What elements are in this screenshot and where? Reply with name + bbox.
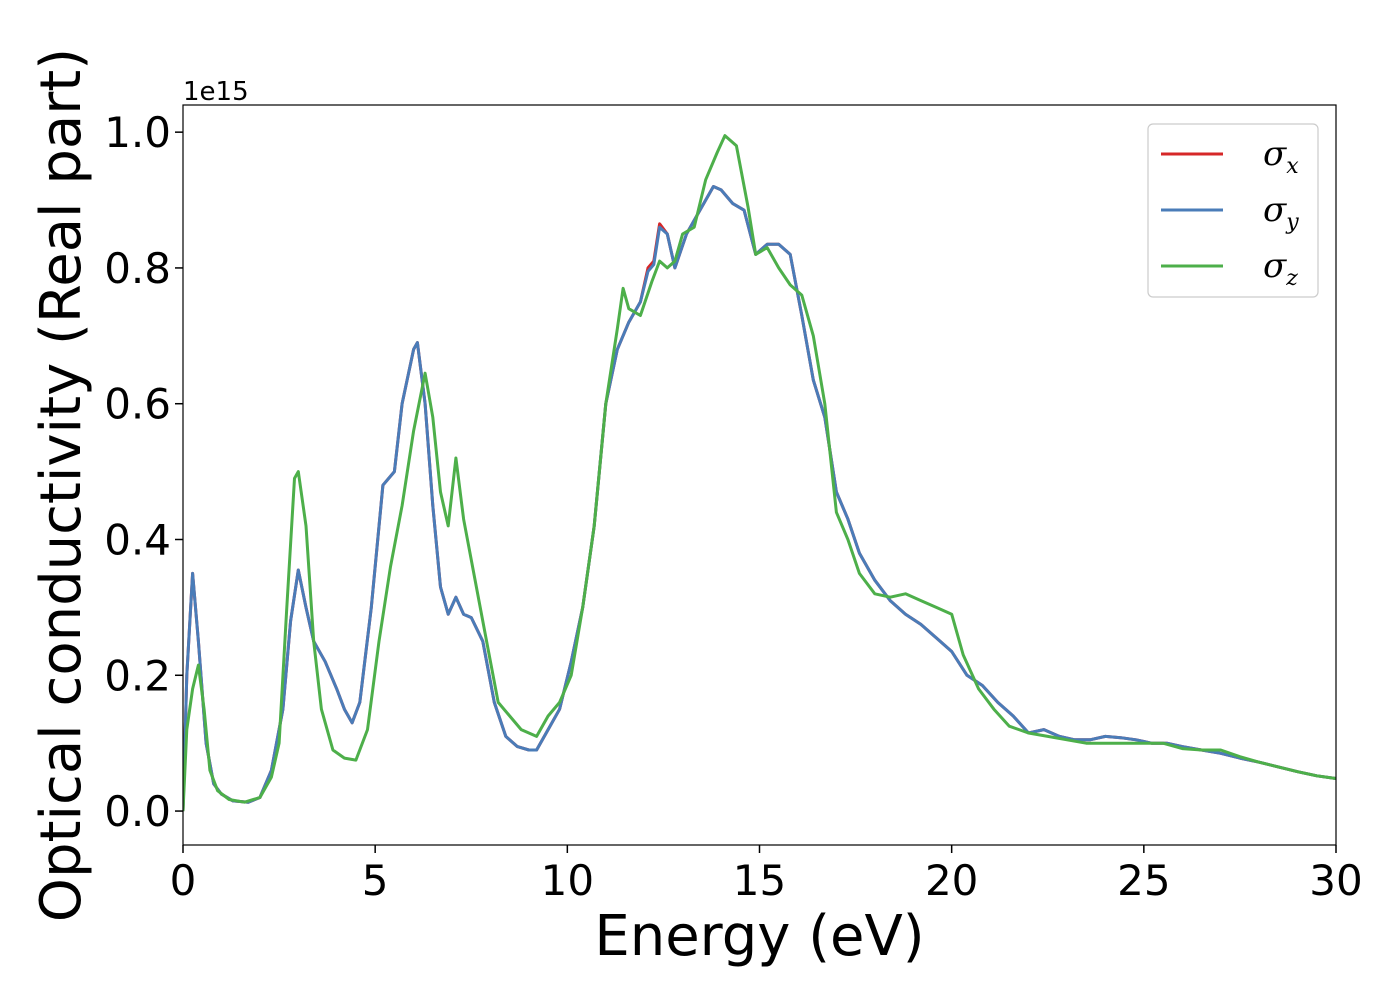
- y-axis: 0.0 0.2 0.4 0.6 0.8 1.0: [104, 108, 183, 836]
- series-line-z: [183, 134, 1336, 812]
- y-tick-label: 0.4: [104, 515, 171, 564]
- y-tick-label: 0.6: [104, 380, 171, 429]
- x-tick-label: 5: [362, 856, 389, 905]
- x-tick-label: 30: [1309, 856, 1362, 905]
- y-tick-label: 0.2: [104, 651, 171, 700]
- y-tick-label: 0.0: [104, 787, 171, 836]
- x-tick-label: 20: [925, 856, 978, 905]
- x-axis-title: Energy (eV): [594, 904, 924, 969]
- y-tick-label: 0.8: [104, 244, 171, 293]
- x-tick-label: 25: [1117, 856, 1170, 905]
- x-tick-label: 0: [170, 856, 197, 905]
- x-tick-label: 10: [541, 856, 594, 905]
- y-axis-offset-label: 1e15: [183, 77, 249, 107]
- x-axis: 0 5 10 15 20 25 30: [170, 845, 1363, 905]
- legend-box: [1147, 123, 1319, 298]
- series-line-y: [183, 185, 1336, 812]
- y-tick-label: 1.0: [104, 108, 171, 157]
- plot-series-group: [183, 134, 1336, 812]
- x-tick-label: 15: [733, 856, 786, 905]
- y-axis-title: Optical conductivity (Real part): [29, 48, 94, 922]
